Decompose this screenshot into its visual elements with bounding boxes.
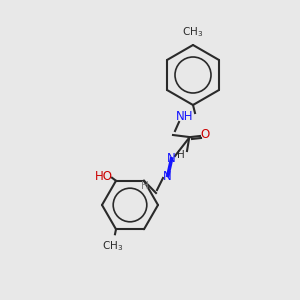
Text: CH$_3$: CH$_3$ [102,239,124,253]
Text: N: N [163,169,171,182]
Text: O: O [200,128,210,142]
Text: CH$_3$: CH$_3$ [182,25,204,39]
Text: H: H [177,150,185,160]
Text: NH: NH [176,110,194,124]
Text: N: N [167,152,176,164]
Text: H: H [141,181,149,191]
Text: HO: HO [95,170,113,183]
